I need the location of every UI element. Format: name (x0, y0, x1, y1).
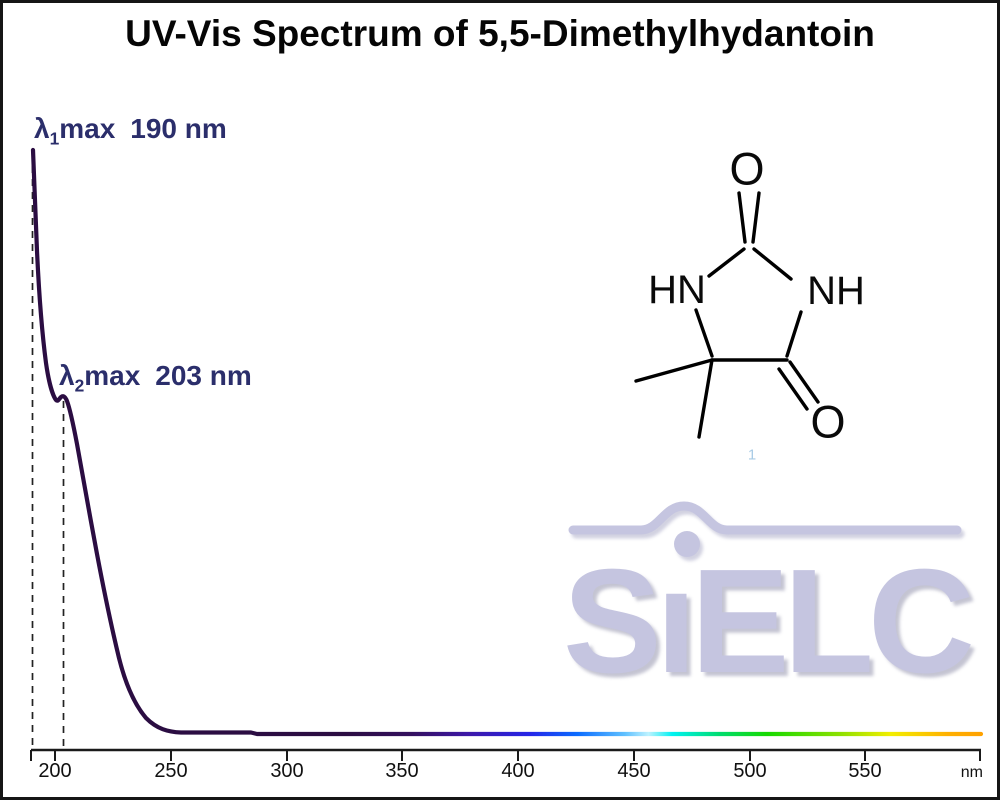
lambda-max-label: max (59, 113, 116, 144)
atom-label-top-oxygen: O (729, 143, 765, 195)
x-tick-350: 350 (385, 760, 419, 782)
logo-letters-elc: ELC (690, 539, 975, 704)
plot-canvas (30, 147, 984, 761)
bond-c5-methyl-2 (697, 358, 714, 439)
sielc-logo-watermark: SıELC (563, 548, 975, 696)
lambda-symbol: λ (34, 113, 50, 144)
x-tick-250: 250 (154, 760, 188, 782)
bond-c2-o-double-1 (737, 191, 747, 244)
lambda-subscript: 1 (49, 128, 60, 149)
page-title: UV-Vis Spectrum of 5,5-Dimethylhydantoin (125, 13, 875, 54)
atom-label-bottom-oxygen: O (810, 396, 846, 448)
x-tick-450: 450 (617, 760, 651, 782)
logo-letter-i-stem: ı (655, 539, 697, 704)
atom-label-right-amine: NH (807, 269, 865, 313)
x-axis (30, 748, 981, 761)
lambda-max-label: max (84, 360, 141, 391)
bond-c2-n1 (707, 247, 746, 278)
x-tick-500: 500 (733, 760, 767, 782)
bond-n1-c5 (694, 308, 714, 358)
bond-c2-n3 (752, 247, 793, 281)
lambda2-value: 203 nm (155, 360, 252, 391)
structure-index-label: 1 (747, 446, 757, 464)
x-tick-550: 550 (848, 760, 882, 782)
bond-c5-methyl-1 (634, 358, 714, 383)
atom-label-left-amine: HN (648, 268, 706, 312)
logo-dot (674, 531, 700, 557)
lambda1-value: 190 nm (130, 113, 227, 144)
logo-letter-s: S (563, 539, 662, 704)
lambda-subscript: 2 (74, 375, 85, 396)
x-axis-unit-label: nm (960, 764, 983, 781)
lambda-symbol: λ (59, 360, 75, 391)
bond-n3-c4 (785, 310, 803, 358)
molecule-bonds (634, 191, 820, 439)
x-axis-ticks (30, 750, 981, 761)
bond-c2-o-double-2 (751, 191, 761, 244)
bond-c4-o-double-1 (788, 360, 820, 404)
bond-c4-o-double-2 (777, 367, 809, 411)
x-tick-400: 400 (501, 760, 535, 782)
logo-peak-line (568, 501, 962, 557)
lambda1-max-annotation: λ1max 190 nm (34, 113, 227, 148)
spectrum-curve (30, 147, 984, 737)
x-tick-300: 300 (270, 760, 304, 782)
lambda2-max-annotation: λ2max 203 nm (59, 360, 252, 395)
x-tick-200: 200 (38, 760, 72, 782)
